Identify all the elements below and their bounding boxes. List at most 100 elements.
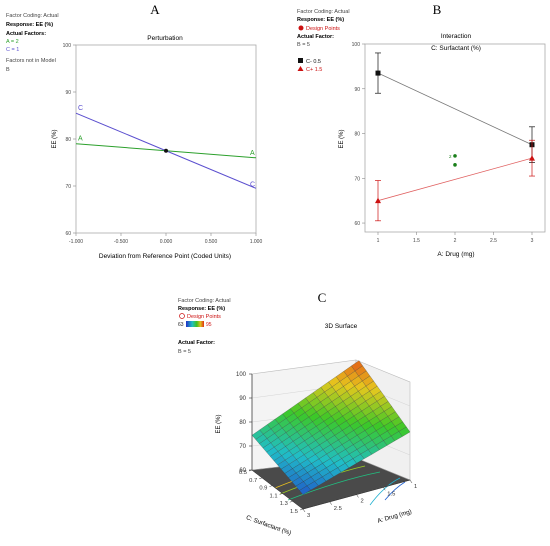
surface-ytick-label: 2	[361, 499, 364, 505]
surface-xtick-mark	[248, 469, 253, 472]
panel-b: B Factor Coding: Actual Response: EE (%)…	[297, 2, 546, 258]
design-point-0	[453, 154, 457, 158]
surface-xtick-label: 0.5	[239, 470, 247, 476]
surface-ytick-label: 2.5	[334, 506, 342, 512]
legend-b: Factor Coding: Actual Response: EE (%) D…	[297, 9, 350, 73]
chart-b-xtick-label: 2.5	[490, 238, 497, 244]
legend-a-line-3: A = 2	[6, 39, 19, 45]
chart-b-xtick-label: 1.5	[413, 238, 420, 244]
chart-a-ylabel: EE (%)	[52, 129, 58, 148]
surface-xtick-mark	[259, 477, 263, 480]
surface-xtick-label: 0.7	[249, 478, 257, 484]
chart-b-ytick-label: 90	[354, 87, 360, 93]
legend-c-colorbar	[186, 321, 204, 327]
panel-c: C Factor Coding: Actual Response: EE (%)…	[178, 290, 417, 537]
surface-z-label: EE (%)	[216, 414, 222, 433]
legend-c-colorbar-min: 63	[178, 322, 184, 328]
chart-a-frame	[75, 44, 257, 234]
chart-a-ytick-label: 100	[63, 43, 72, 49]
chart-a-xtick-label: 0.500	[205, 239, 218, 245]
surface-xtick-label: 0.9	[259, 486, 267, 492]
reference-point	[164, 148, 168, 153]
design-point-1	[453, 163, 457, 167]
point-marker-1-0	[375, 197, 381, 204]
legend-b-line-3: Actual Factor:	[297, 34, 334, 40]
series-label-end-A: A	[250, 150, 255, 157]
surface-ytick-label: 3	[307, 513, 310, 519]
chart-a-ytick-label: 60	[65, 231, 71, 237]
legend-c-line-6: B = 5	[178, 349, 191, 355]
legend-a-line-1: Response: EE (%)	[6, 22, 53, 28]
surface-ytick-mark	[409, 479, 413, 484]
legend-b-line-2: Design Points	[306, 26, 340, 32]
chart-b-ytick-label: 80	[354, 132, 360, 138]
surface-ytick-label: 1.5	[387, 491, 395, 497]
legend-b-line-6: C+ 1.5	[306, 67, 322, 73]
surface-xtick-mark	[289, 500, 293, 503]
legend-b-triangle-marker	[297, 66, 304, 71]
panel-a: A Factor Coding: Actual Response: EE (%)…	[6, 2, 262, 260]
chart-a-xlabel: Deviation from Reference Point (Coded Un…	[99, 253, 231, 260]
chart-b-x-ticks: 1 1.5 2 2.5 3	[377, 232, 534, 244]
chart-c-title: 3D Surface	[325, 323, 358, 330]
interaction-line-1	[377, 157, 533, 202]
surface-ytick-mark	[356, 494, 359, 498]
legend-b-design-point-marker	[298, 25, 304, 31]
legend-c: Factor Coding: Actual Response: EE (%) D…	[178, 298, 231, 355]
legend-c-colorbar-max: 95	[206, 322, 212, 328]
legend-c-line-2: Design Points	[187, 314, 221, 320]
point-marker-1-1	[529, 155, 535, 161]
surface-z-ticks: 60 70 80 90 100	[236, 372, 252, 474]
chart-b-ytick-label: 60	[354, 221, 360, 227]
panel-letter-c: C	[318, 290, 327, 305]
surface-x-label: C: Surfactant (%)	[245, 514, 292, 537]
chart-a-ytick-label: 80	[65, 137, 71, 143]
legend-a: Factor Coding: Actual Response: EE (%) A…	[6, 13, 59, 73]
surface-xtick-mark	[299, 508, 304, 511]
legend-a-line-5: Factors not in Model	[6, 58, 56, 64]
chart-b-xtick-label: 3	[531, 238, 534, 244]
chart-a-title: Perturbation	[147, 35, 183, 42]
series-label-start-A: A	[78, 136, 83, 143]
chart-b-series: 2	[375, 52, 535, 222]
legend-b-square-marker	[298, 58, 303, 63]
surface-xtick-mark	[279, 493, 283, 495]
surface-ytick-mark	[329, 501, 332, 505]
chart-a-xtick-label: -1.000	[69, 239, 83, 245]
design-point-count-label: 2	[449, 154, 452, 159]
chart-a-ytick-label: 70	[65, 184, 71, 190]
surface-ytick-label: 1	[414, 484, 417, 490]
chart-a-y-ticks: 60 70 80 90 100	[63, 43, 76, 237]
response-surface	[251, 360, 411, 495]
surface-ztick-label: 80	[239, 420, 246, 426]
chart-a-series: A A C C	[75, 105, 257, 189]
panel-letter-a: A	[150, 2, 160, 17]
surface-ztick-label: 90	[239, 396, 246, 402]
legend-c-line-5: Actual Factor:	[178, 340, 215, 346]
chart-b-title: Interaction	[441, 33, 472, 40]
surface-cell	[251, 429, 264, 440]
series-label-end-C: C	[250, 181, 255, 188]
legend-a-line-4: C = 1	[6, 47, 19, 53]
chart-b-ytick-label: 100	[352, 42, 361, 48]
chart-a-x-ticks: -1.000 -0.500 0.000 0.500 1.000	[69, 233, 263, 245]
series-label-start-C: C	[78, 105, 83, 112]
chart-a-xtick-label: 1.000	[250, 239, 263, 245]
surface-ytick-mark	[383, 487, 386, 491]
legend-a-line-2: Actual Factors:	[6, 31, 46, 37]
chart-b-ytick-label: 70	[354, 176, 360, 182]
panel-letter-b: B	[433, 2, 442, 17]
surface-xtick-label: 1.5	[290, 509, 298, 515]
chart-a-xtick-label: -0.500	[114, 239, 128, 245]
surface-xtick-label: 1.1	[270, 493, 278, 499]
legend-b-line-1: Response: EE (%)	[297, 17, 344, 23]
legend-b-line-4: B = 5	[297, 42, 310, 48]
point-marker-0-0	[375, 70, 381, 76]
chart-b-xlabel: A: Drug (mg)	[437, 251, 474, 258]
chart-a-xtick-label: 0.000	[160, 239, 173, 245]
chart-b-xtick-label: 1	[377, 238, 380, 244]
surface-ztick-label: 70	[239, 444, 246, 450]
legend-c-design-point-marker	[179, 313, 185, 319]
interaction-line-0	[377, 72, 533, 146]
